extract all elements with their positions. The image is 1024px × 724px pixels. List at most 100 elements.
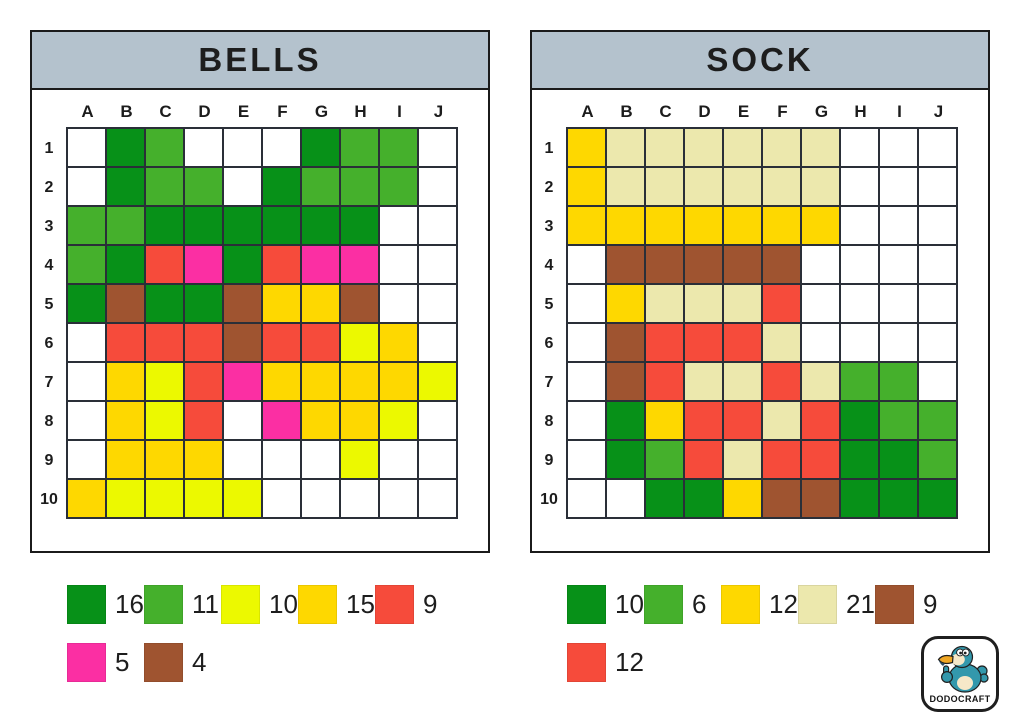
dodo-bird-icon: [937, 645, 989, 693]
grid-cell-gold-yellow: [341, 363, 378, 400]
grid-cell-cream: [763, 129, 800, 166]
grid-cell-lemon-yellow: [341, 441, 378, 478]
grid-cell-white: [802, 324, 839, 361]
legend-count: 9: [423, 588, 438, 619]
grid-cell-cream: [724, 168, 761, 205]
row-label: 1: [44, 140, 54, 157]
grid-cell-gold-yellow: [380, 363, 417, 400]
column-label: F: [277, 102, 288, 121]
grid-cell-lemon-yellow: [224, 480, 261, 517]
row-label: 1: [544, 140, 554, 157]
legend-item-dark-green: 10: [567, 584, 644, 624]
grid-cell-brown: [607, 363, 644, 400]
panel-title-bells: BELLS: [198, 41, 322, 78]
row-label: 7: [44, 374, 54, 391]
grid-cell-lemon-yellow: [146, 480, 183, 517]
grid-cell-medium-green: [341, 129, 378, 166]
grid-cell-medium-green: [646, 441, 683, 478]
grid-cell-red: [185, 402, 222, 439]
grid-cell-cream: [724, 441, 761, 478]
legend-item-medium-green: 6: [644, 584, 721, 624]
grid-cell-dark-green: [685, 480, 722, 517]
grid-cell-white: [880, 129, 917, 166]
legend-count: 5: [115, 646, 130, 677]
grid-cell-medium-green: [841, 363, 878, 400]
grid-cell-cream: [646, 285, 683, 322]
grid-cell-medium-green: [185, 168, 222, 205]
legend-item-medium-green: 11: [144, 584, 221, 624]
grid-cell-medium-green: [380, 129, 417, 166]
row-label: 8: [544, 413, 554, 430]
grid-cell-dark-green: [107, 168, 144, 205]
grid-cell-red: [685, 324, 722, 361]
legend-item-brown: 9: [875, 584, 952, 624]
grid-cell-dark-green: [302, 207, 339, 244]
column-label: B: [120, 102, 133, 121]
grid-cell-gold-yellow: [568, 168, 605, 205]
legend-item-gold-yellow: 12: [721, 584, 798, 624]
grid-cell-lemon-yellow: [419, 363, 456, 400]
legend-count: 21: [846, 588, 875, 619]
grid-cell-cream: [607, 168, 644, 205]
grid-cell-white: [568, 363, 605, 400]
grid-cell-white: [419, 168, 456, 205]
grid-cell-gold-yellow: [646, 207, 683, 244]
legend-count: 12: [615, 646, 644, 677]
grid-cell-cream: [724, 363, 761, 400]
grid-cell-dark-green: [302, 129, 339, 166]
legend-swatch-pink: [67, 642, 106, 682]
grid-cell-white: [841, 168, 878, 205]
grid-cell-dark-green: [841, 402, 878, 439]
grid-cell-white: [380, 441, 417, 478]
grid-cell-lemon-yellow: [380, 402, 417, 439]
row-label: 3: [544, 218, 554, 235]
grid-cell-white: [68, 441, 105, 478]
grid-cell-medium-green: [341, 168, 378, 205]
logo-text: DODOCRAFT: [929, 694, 991, 704]
grid-cell-white: [419, 324, 456, 361]
grid-cell-medium-green: [146, 129, 183, 166]
grid-cell-gold-yellow: [568, 129, 605, 166]
legend-item-brown: 4: [144, 642, 221, 682]
grid-cell-white: [880, 246, 917, 283]
grid-cell-dark-green: [224, 246, 261, 283]
grid-cell-gold-yellow: [802, 207, 839, 244]
legend-swatch-medium-green: [144, 584, 183, 624]
grid-cell-cream: [802, 363, 839, 400]
grid-cell-dark-green: [607, 402, 644, 439]
grid-cell-medium-green: [302, 168, 339, 205]
grid-cell-dark-green: [880, 441, 917, 478]
grid-cell-white: [68, 168, 105, 205]
grid-cell-dark-green: [107, 129, 144, 166]
grid-cell-cream: [646, 129, 683, 166]
grid-cell-white: [68, 324, 105, 361]
grid-cell-red: [185, 324, 222, 361]
grid-cell-dark-green: [146, 285, 183, 322]
grid-cell-gold-yellow: [185, 441, 222, 478]
column-label: G: [314, 102, 329, 121]
grid-cell-white: [419, 207, 456, 244]
grid-cell-pink: [302, 246, 339, 283]
legend-swatch-gold-yellow: [721, 584, 760, 624]
dodocraft-logo: DODOCRAFT: [921, 636, 999, 712]
grid-cell-white: [380, 246, 417, 283]
grid-cell-brown: [107, 285, 144, 322]
legend-sock: 10 6 12 21 9 12: [567, 584, 967, 682]
row-label: 4: [44, 257, 54, 274]
grid-cell-cream: [802, 129, 839, 166]
legend-count: 11: [192, 588, 219, 619]
grid-cell-cream: [685, 129, 722, 166]
column-label: J: [933, 102, 944, 121]
grid-cell-red: [146, 324, 183, 361]
grid-cell-cream: [607, 129, 644, 166]
row-labels-bells: 1 2 3 4 5 6 7 8 9 10: [34, 129, 64, 519]
column-label: F: [777, 102, 788, 121]
grid-cell-cream: [802, 168, 839, 205]
grid-cell-brown: [607, 324, 644, 361]
grid-cell-white: [568, 402, 605, 439]
grid-cell-red: [146, 246, 183, 283]
row-label: 7: [544, 374, 554, 391]
grid-cell-cream: [646, 168, 683, 205]
row-label: 10: [40, 491, 58, 508]
row-label: 2: [544, 179, 554, 196]
